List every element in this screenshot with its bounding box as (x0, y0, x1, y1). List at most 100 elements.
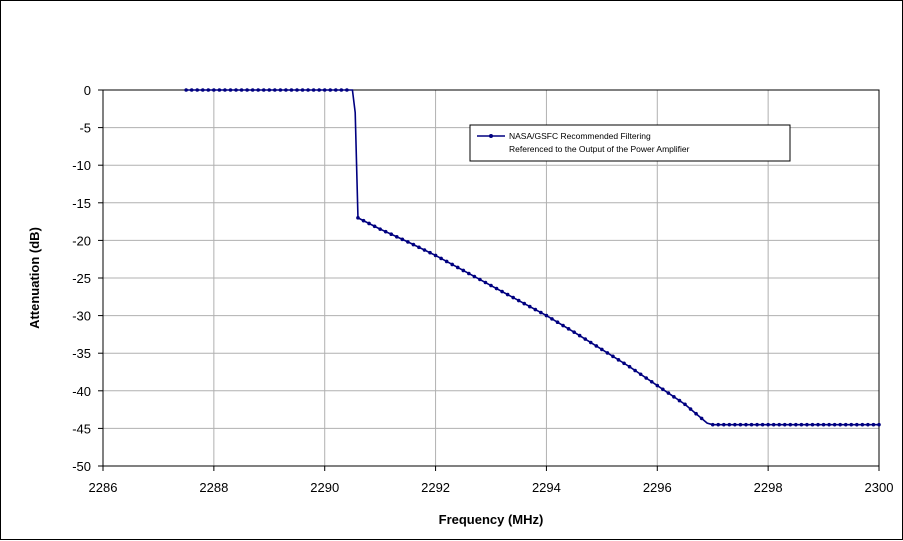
series-point (666, 391, 671, 395)
series-point (389, 232, 394, 237)
series-point (694, 411, 698, 416)
series-point (766, 422, 770, 427)
series-point (688, 407, 693, 411)
series-point (256, 88, 260, 92)
series-point (528, 304, 532, 309)
y-tick-label: -25 (72, 271, 91, 286)
y-tick-label: -10 (72, 158, 91, 173)
series-point (550, 317, 554, 321)
series-point (273, 88, 277, 92)
series-point (400, 237, 405, 242)
series-point (212, 88, 216, 92)
series-point (577, 333, 582, 338)
legend-swatch-dot (489, 134, 493, 138)
x-tick-label: 2294 (532, 480, 561, 495)
x-tick-label: 2300 (865, 480, 894, 495)
series-point (339, 88, 344, 92)
x-tick-label: 2298 (754, 480, 783, 495)
series-point (572, 330, 576, 334)
series-point (683, 402, 687, 407)
series-point (600, 347, 604, 352)
series-point (594, 344, 599, 348)
series-point (206, 88, 211, 92)
series-point (383, 229, 388, 234)
series-point (195, 88, 200, 92)
series-point (356, 216, 360, 220)
series-point (450, 262, 455, 267)
series-point (422, 248, 427, 252)
series-point (245, 88, 249, 92)
series-point (411, 242, 416, 247)
series-point (300, 88, 305, 92)
y-tick-label: -5 (79, 121, 91, 136)
series-point (367, 221, 371, 226)
series-point (261, 88, 266, 92)
series-point (788, 422, 793, 427)
x-tick-label: 2288 (199, 480, 228, 495)
series-point (555, 320, 560, 325)
series-point (677, 398, 682, 403)
series-point (561, 323, 565, 328)
series-point (433, 253, 438, 258)
series-point (394, 234, 399, 239)
series-point (289, 88, 294, 92)
x-tick-label: 2296 (643, 480, 672, 495)
series-point (306, 88, 310, 92)
series-point (461, 268, 466, 273)
legend: NASA/GSFC Recommended Filtering Referenc… (469, 124, 791, 162)
series-point (827, 422, 831, 427)
series-point (511, 295, 515, 300)
series-point (455, 265, 460, 270)
series-point (583, 337, 588, 341)
series-point (644, 376, 648, 380)
legend-label-line-2: Referenced to the Output of the Power Am… (509, 144, 690, 154)
series-point (672, 395, 676, 399)
tick-layer: 2286 2288 2290 2292 2294 2296 2298 2300 0 -5 -10 -1… (72, 83, 893, 495)
series-point (733, 422, 737, 427)
series-point (533, 307, 538, 312)
series-point (799, 422, 804, 427)
series-point (722, 422, 726, 427)
y-tick-label: 0 (84, 83, 91, 98)
y-tick-label: -15 (72, 196, 91, 211)
series-point (361, 218, 366, 223)
series-point (821, 422, 826, 427)
y-tick-label: -35 (72, 346, 91, 361)
legend-label-line-1: NASA/GSFC Recommended Filtering (509, 131, 651, 141)
y-axis-title: Attenuation (dB) (27, 227, 42, 329)
series-point (855, 422, 859, 427)
series-point (744, 422, 748, 427)
series-point (710, 422, 715, 427)
series-point (805, 422, 809, 427)
series-point (622, 361, 626, 366)
series-point (877, 422, 881, 427)
series-point (627, 364, 632, 369)
series-point (444, 259, 449, 264)
series-point (483, 280, 488, 285)
series-point (810, 422, 815, 427)
series-point (760, 422, 765, 427)
series-point (838, 422, 842, 427)
series-layer (184, 88, 881, 427)
series-point (843, 422, 848, 427)
series-point (699, 416, 704, 421)
series-point (849, 422, 854, 427)
series-point (588, 340, 593, 345)
series-point (439, 256, 443, 261)
series-point (866, 422, 870, 427)
series-point (727, 422, 732, 427)
y-tick-label: -30 (72, 309, 91, 324)
series-point (816, 422, 820, 427)
y-tick-label: -40 (72, 384, 91, 399)
series-point (649, 379, 654, 384)
x-tick-label: 2292 (421, 480, 450, 495)
series-point (782, 422, 787, 427)
series-point (716, 422, 721, 427)
series-point (522, 301, 527, 306)
series-point (328, 88, 333, 92)
series-point (267, 88, 272, 92)
series-point (295, 88, 299, 92)
series-point (278, 88, 283, 92)
series-point (334, 88, 338, 92)
